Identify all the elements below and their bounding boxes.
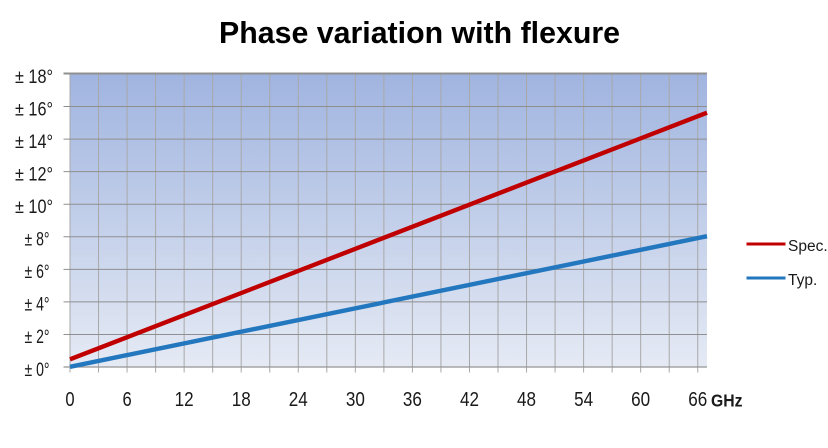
svg-text:Spec.: Spec. — [788, 238, 828, 255]
svg-text:66: 66 — [688, 389, 707, 411]
svg-text:± 10°: ± 10° — [15, 196, 53, 218]
svg-text:± 18°: ± 18° — [15, 66, 53, 88]
svg-text:36: 36 — [403, 389, 422, 411]
svg-text:Typ.: Typ. — [788, 272, 817, 289]
svg-text:24: 24 — [289, 389, 308, 411]
svg-text:Phase variation with flexure: Phase variation with flexure — [219, 15, 620, 50]
svg-text:48: 48 — [517, 389, 536, 411]
svg-text:GHz: GHz — [711, 390, 743, 410]
svg-text:12: 12 — [175, 389, 194, 411]
svg-text:± 8°: ± 8° — [25, 229, 50, 251]
svg-text:60: 60 — [631, 389, 650, 411]
svg-text:54: 54 — [574, 389, 593, 411]
svg-text:± 0°: ± 0° — [25, 359, 50, 381]
svg-text:± 12°: ± 12° — [15, 163, 53, 185]
svg-text:± 4°: ± 4° — [25, 294, 50, 316]
svg-text:18: 18 — [232, 389, 251, 411]
svg-text:± 6°: ± 6° — [25, 261, 50, 283]
svg-text:30: 30 — [346, 389, 365, 411]
svg-text:± 2°: ± 2° — [25, 326, 50, 348]
svg-text:± 14°: ± 14° — [15, 131, 53, 153]
svg-text:42: 42 — [460, 389, 479, 411]
svg-text:± 16°: ± 16° — [15, 98, 53, 120]
svg-text:0: 0 — [65, 389, 74, 411]
svg-text:6: 6 — [122, 389, 131, 411]
